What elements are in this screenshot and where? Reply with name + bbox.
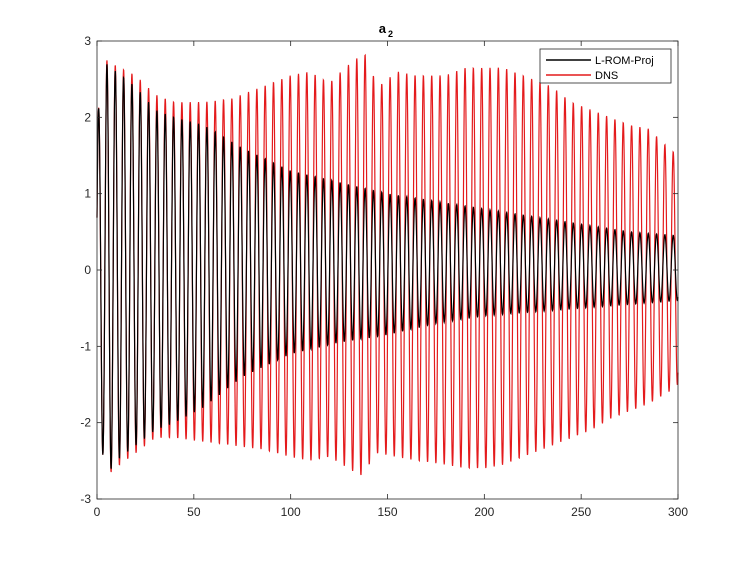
y-tick-label: -1 bbox=[80, 339, 91, 353]
series-layer bbox=[96, 53, 679, 476]
x-tick-label: 100 bbox=[281, 505, 301, 519]
series-line-l-rom-proj bbox=[96, 64, 679, 469]
x-tick-label: 50 bbox=[187, 505, 201, 519]
x-tick-label: 250 bbox=[571, 505, 591, 519]
y-tick-label: 0 bbox=[84, 263, 91, 277]
x-tick-label: 0 bbox=[94, 505, 101, 519]
chart-title: a bbox=[379, 21, 387, 36]
x-tick-label: 300 bbox=[668, 505, 688, 519]
legend-label-l-rom-proj: L-ROM-Proj bbox=[595, 55, 654, 67]
chart-title-subscript: 2 bbox=[388, 29, 393, 39]
y-tick-label: -2 bbox=[80, 416, 91, 430]
y-tick-label: 1 bbox=[84, 187, 91, 201]
y-tick-label: -3 bbox=[80, 492, 91, 506]
y-tick-label: 3 bbox=[84, 34, 91, 48]
series-line-dns bbox=[96, 53, 679, 476]
ticks-layer: 0 50 100 150 200 250 300 -3 -2 -1 0 1 2 3 bbox=[80, 34, 688, 519]
legend: L-ROM-Proj DNS bbox=[539, 48, 672, 84]
legend-label-dns: DNS bbox=[595, 70, 618, 82]
x-tick-label: 200 bbox=[474, 505, 494, 519]
y-tick-label: 2 bbox=[84, 110, 91, 124]
x-tick-label: 150 bbox=[377, 505, 397, 519]
legend-box bbox=[539, 48, 672, 84]
